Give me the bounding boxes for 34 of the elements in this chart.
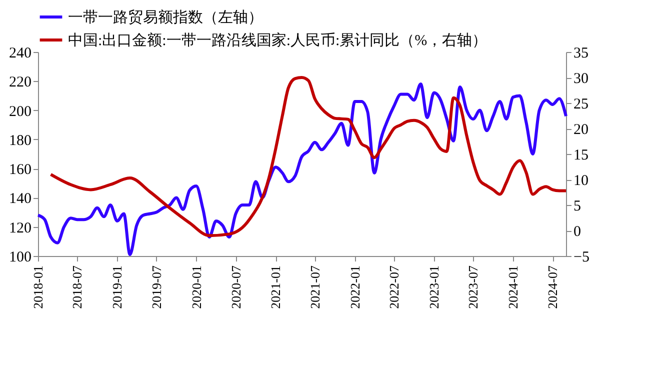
- x-tick-label: 2022-07: [386, 265, 402, 309]
- x-tick-label: 2021-01: [268, 266, 284, 309]
- line-series: [49, 76, 568, 238]
- y2-tick-label: 25: [574, 96, 588, 112]
- y-tick-label: 200: [9, 104, 32, 120]
- x-tick-label: 2020-07: [228, 265, 244, 309]
- x-tick-label: 2020-01: [188, 266, 204, 309]
- y2-tick-label: 35: [574, 46, 588, 62]
- x-tick-label: 2024-07: [545, 265, 560, 309]
- x-tick-label: 2022-01: [347, 266, 362, 309]
- x-tick-label: 2018-07: [70, 265, 85, 309]
- x-tick-label: 2024-01: [506, 266, 521, 309]
- x-tick-label: 2023-01: [426, 266, 442, 309]
- y2-tick-label: 5: [574, 198, 581, 214]
- x-tick-label: 2019-01: [110, 266, 125, 309]
- y-tick-label: 160: [9, 162, 32, 178]
- y-tick-label: 220: [9, 74, 32, 91]
- legend-label: 中国:出口金额:一带一路沿线国家:人民币:累计同比（%，右轴）: [68, 32, 488, 49]
- x-tick-label: 2023-07: [466, 265, 481, 309]
- y2-tick-label: 30: [574, 71, 588, 87]
- y2-tick-label: 10: [574, 173, 588, 189]
- x-tick-label: 2018-01: [30, 266, 46, 309]
- y2-tick-label: 20: [574, 122, 588, 138]
- y2-tick-label: 15: [574, 148, 588, 164]
- legend-label: 一带一路贸易额指数（左轴）: [68, 9, 263, 26]
- x-tick-label: 2021-07: [307, 265, 322, 309]
- y-tick-label: 140: [9, 191, 32, 208]
- y-tick-label: 240: [9, 46, 32, 62]
- y2-tick-label: 0: [574, 224, 581, 240]
- x-tick-label: 2019-07: [148, 265, 164, 309]
- y-tick-label: 100: [9, 250, 32, 266]
- y-tick-label: 180: [9, 132, 32, 149]
- y2-tick-label: −5: [574, 250, 590, 266]
- y-tick-label: 120: [9, 220, 32, 236]
